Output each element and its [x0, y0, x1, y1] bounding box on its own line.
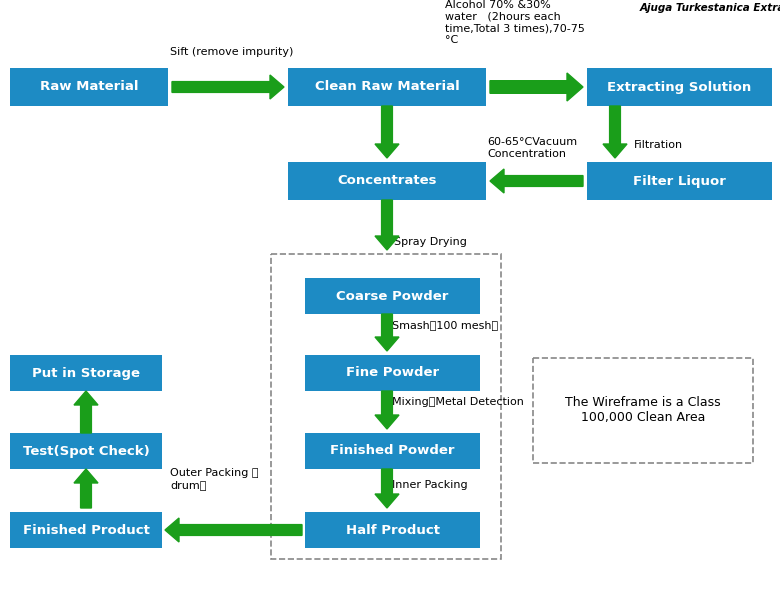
- Polygon shape: [375, 200, 399, 250]
- Text: Fine Powder: Fine Powder: [346, 366, 439, 379]
- Text: Coarse Powder: Coarse Powder: [336, 290, 448, 303]
- Bar: [533, 358, 753, 463]
- Text: Put in Storage: Put in Storage: [32, 366, 140, 379]
- FancyBboxPatch shape: [587, 68, 772, 106]
- Text: Alcohol 70% &30%
water   (2hours each
time,Total 3 times),70-75
°C: Alcohol 70% &30% water (2hours each time…: [445, 0, 585, 45]
- FancyBboxPatch shape: [305, 355, 480, 391]
- Polygon shape: [490, 169, 583, 193]
- Text: Finished Powder: Finished Powder: [330, 444, 455, 457]
- FancyBboxPatch shape: [288, 68, 486, 106]
- Text: 60-65°CVacuum
Concentration: 60-65°CVacuum Concentration: [487, 137, 577, 159]
- Text: Outer Packing （
drum）: Outer Packing （ drum）: [170, 468, 258, 490]
- Text: Raw Material: Raw Material: [40, 80, 138, 93]
- FancyBboxPatch shape: [305, 512, 480, 548]
- Polygon shape: [375, 391, 399, 429]
- Text: Ajuga Turkestanica Extract: Ajuga Turkestanica Extract: [640, 3, 780, 13]
- Text: Finished Product: Finished Product: [23, 523, 150, 536]
- Polygon shape: [165, 518, 302, 542]
- FancyBboxPatch shape: [587, 162, 772, 200]
- Text: Filtration: Filtration: [634, 140, 683, 150]
- FancyBboxPatch shape: [10, 512, 162, 548]
- FancyBboxPatch shape: [305, 433, 480, 469]
- Polygon shape: [490, 73, 583, 101]
- Polygon shape: [375, 106, 399, 158]
- Text: Half Product: Half Product: [346, 523, 439, 536]
- Polygon shape: [74, 391, 98, 433]
- Bar: [271, 254, 501, 559]
- FancyBboxPatch shape: [10, 355, 162, 391]
- Text: Sift (remove impurity): Sift (remove impurity): [170, 47, 293, 57]
- Text: Clean Raw Material: Clean Raw Material: [314, 80, 459, 93]
- Polygon shape: [375, 469, 399, 508]
- FancyBboxPatch shape: [305, 278, 480, 314]
- Text: Filter Liquor: Filter Liquor: [633, 175, 726, 188]
- Text: Spray Drying: Spray Drying: [394, 237, 467, 247]
- Polygon shape: [74, 469, 98, 508]
- FancyBboxPatch shape: [288, 162, 486, 200]
- Text: Extracting Solution: Extracting Solution: [608, 80, 752, 93]
- Text: Mixing、Metal Detection: Mixing、Metal Detection: [392, 397, 524, 407]
- Text: Inner Packing: Inner Packing: [392, 480, 468, 490]
- Polygon shape: [172, 75, 284, 99]
- Polygon shape: [603, 106, 627, 158]
- Text: Smash（100 mesh）: Smash（100 mesh）: [392, 320, 498, 330]
- Text: The Wireframe is a Class
100,000 Clean Area: The Wireframe is a Class 100,000 Clean A…: [566, 396, 721, 424]
- Text: Concentrates: Concentrates: [337, 175, 437, 188]
- Polygon shape: [375, 314, 399, 351]
- Text: Test(Spot Check): Test(Spot Check): [23, 444, 150, 457]
- FancyBboxPatch shape: [10, 433, 162, 469]
- FancyBboxPatch shape: [10, 68, 168, 106]
